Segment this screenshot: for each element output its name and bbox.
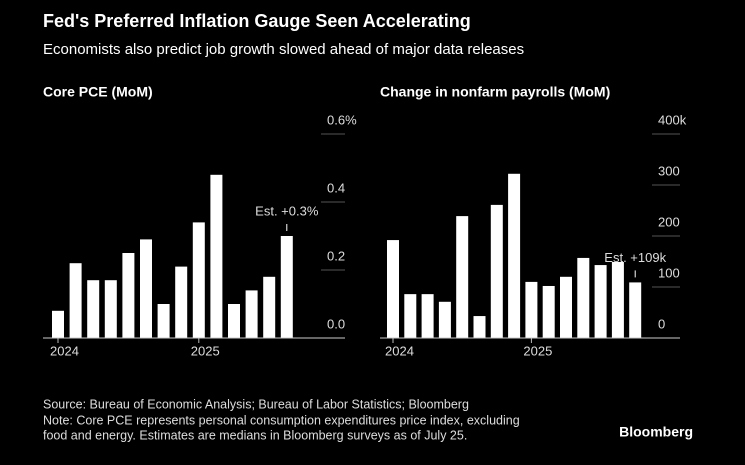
chart-title: Change in nonfarm payrolls (MoM)	[380, 84, 610, 100]
y-tick-label: 100	[658, 265, 680, 280]
bar	[542, 285, 555, 338]
bar	[594, 265, 607, 338]
y-tick-label: 300	[658, 163, 680, 178]
x-tick-label: 2025	[191, 343, 220, 358]
bar	[473, 316, 486, 338]
bar	[175, 266, 188, 338]
bar	[52, 310, 64, 338]
bar	[87, 280, 100, 338]
bar	[508, 173, 521, 338]
bar	[263, 276, 276, 338]
annotation: Est. +109k	[604, 250, 666, 265]
bar	[611, 262, 624, 338]
source: Source: Bureau of Economic Analysis; Bur…	[43, 397, 469, 411]
bar	[280, 236, 293, 338]
x-tick-label: 2024	[385, 343, 414, 358]
bar	[490, 204, 503, 338]
bar	[577, 257, 590, 338]
bar	[629, 282, 642, 338]
bar	[560, 276, 572, 338]
bar	[404, 294, 417, 338]
bar	[104, 280, 117, 338]
y-tick-label: 0.6%	[327, 112, 357, 127]
bar	[525, 281, 538, 338]
bar	[69, 263, 82, 338]
y-tick-label: 0.0	[327, 316, 345, 331]
bar	[245, 290, 258, 338]
bar	[228, 304, 240, 338]
y-tick-label: 400k	[658, 112, 687, 127]
title: Fed's Preferred Inflation Gauge Seen Acc…	[43, 11, 471, 31]
x-tick-label: 2025	[523, 343, 552, 358]
y-tick-label: 0.4	[327, 180, 345, 195]
annotation: Est. +0.3%	[255, 203, 319, 218]
y-tick-label: 200	[658, 214, 680, 229]
bar	[140, 239, 152, 338]
bar	[387, 240, 399, 338]
bar	[192, 222, 205, 338]
bar	[210, 174, 223, 338]
y-tick-label: 0	[658, 316, 665, 331]
chart-title: Core PCE (MoM)	[43, 84, 153, 100]
subtitle: Economists also predict job growth slowe…	[43, 41, 524, 58]
x-tick-label: 2024	[50, 343, 79, 358]
bar	[122, 253, 135, 338]
brand: Bloomberg	[619, 424, 693, 440]
note: Note: Core PCE represents personal consu…	[43, 413, 520, 427]
bar	[157, 304, 170, 338]
bar	[438, 301, 451, 338]
bar	[456, 216, 469, 338]
y-tick-label: 0.2	[327, 248, 345, 263]
bar	[421, 294, 434, 338]
note: food and energy. Estimates are medians i…	[43, 428, 467, 442]
